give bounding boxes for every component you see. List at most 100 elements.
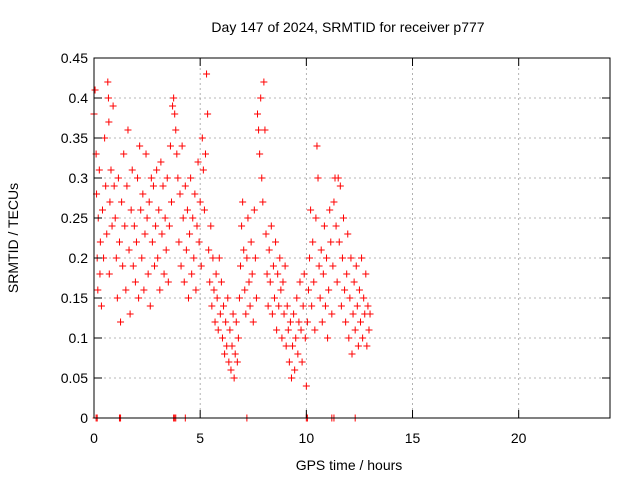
data-point (243, 254, 251, 262)
data-point (180, 278, 188, 286)
data-point (120, 150, 128, 158)
data-point (363, 342, 371, 350)
data-point (173, 150, 181, 158)
data-point (126, 310, 134, 318)
data-point (123, 182, 131, 190)
data-point (273, 326, 281, 334)
data-point (161, 214, 169, 222)
data-point (326, 206, 334, 214)
data-point (130, 222, 138, 230)
data-point (147, 174, 155, 182)
data-point (267, 222, 275, 230)
data-point (231, 350, 239, 358)
data-point (164, 278, 172, 286)
data-point (146, 302, 154, 310)
data-point (239, 198, 247, 206)
data-point (336, 182, 344, 190)
data-point (308, 302, 316, 310)
data-point (170, 94, 178, 102)
x-axis-label: GPS time / hours (296, 457, 403, 473)
data-point (102, 182, 110, 190)
data-point (289, 342, 297, 350)
data-point (262, 230, 270, 238)
data-point (213, 294, 221, 302)
data-point (359, 334, 367, 342)
data-point (268, 310, 276, 318)
data-point (177, 262, 185, 270)
data-point (352, 262, 360, 270)
data-point (287, 374, 295, 382)
data-point (348, 350, 356, 358)
data-point (148, 238, 156, 246)
data-point (155, 206, 163, 214)
data-point (230, 374, 238, 382)
data-point (105, 118, 113, 126)
data-point (200, 206, 208, 214)
data-point (188, 270, 196, 278)
data-point (316, 294, 324, 302)
data-point (153, 166, 161, 174)
data-point (298, 358, 306, 366)
data-point (95, 166, 103, 174)
data-point (112, 254, 120, 262)
data-point (165, 222, 173, 230)
data-point (290, 310, 298, 318)
data-point (278, 334, 286, 342)
data-point (204, 110, 212, 118)
data-point (286, 318, 294, 326)
data-point (156, 286, 164, 294)
data-point (324, 334, 332, 342)
data-point (105, 270, 113, 278)
data-point (244, 214, 252, 222)
data-point (182, 246, 190, 254)
data-point (311, 326, 319, 334)
x-tick-label: 0 (90, 430, 98, 446)
chart-title: Day 147 of 2024, SRMTID for receiver p77… (211, 19, 484, 35)
data-point (325, 286, 333, 294)
data-point (349, 310, 357, 318)
data-point (199, 166, 207, 174)
data-point (212, 270, 220, 278)
data-point (233, 358, 241, 366)
data-point (225, 358, 233, 366)
data-point (258, 174, 266, 182)
data-point (137, 206, 145, 214)
data-point (354, 342, 362, 350)
data-point (172, 126, 180, 134)
data-point (297, 326, 305, 334)
data-point (181, 182, 189, 190)
data-point (234, 334, 242, 342)
data-point (248, 270, 256, 278)
data-point (176, 190, 184, 198)
data-point (242, 310, 250, 318)
data-point (191, 190, 199, 198)
data-point (217, 278, 225, 286)
y-tick-label: 0.45 (61, 50, 88, 66)
data-point (154, 254, 162, 262)
data-point (207, 222, 215, 230)
data-point (131, 278, 139, 286)
data-point (160, 270, 168, 278)
data-point (179, 214, 187, 222)
data-point (321, 302, 329, 310)
data-point (107, 166, 115, 174)
data-point (119, 262, 127, 270)
data-point (145, 198, 153, 206)
data-point (169, 102, 177, 110)
x-tick-label: 10 (299, 430, 315, 446)
data-point (303, 318, 311, 326)
data-point (351, 326, 359, 334)
data-point (104, 78, 112, 86)
data-point (235, 294, 243, 302)
data-point (222, 318, 230, 326)
data-point (186, 230, 194, 238)
data-point (355, 286, 363, 294)
data-point (292, 334, 300, 342)
y-tick-label: 0.15 (61, 290, 88, 306)
data-point (342, 318, 350, 326)
data-point (295, 318, 303, 326)
data-point (320, 222, 328, 230)
data-point (184, 294, 192, 302)
data-point (227, 366, 235, 374)
data-point (136, 142, 144, 150)
